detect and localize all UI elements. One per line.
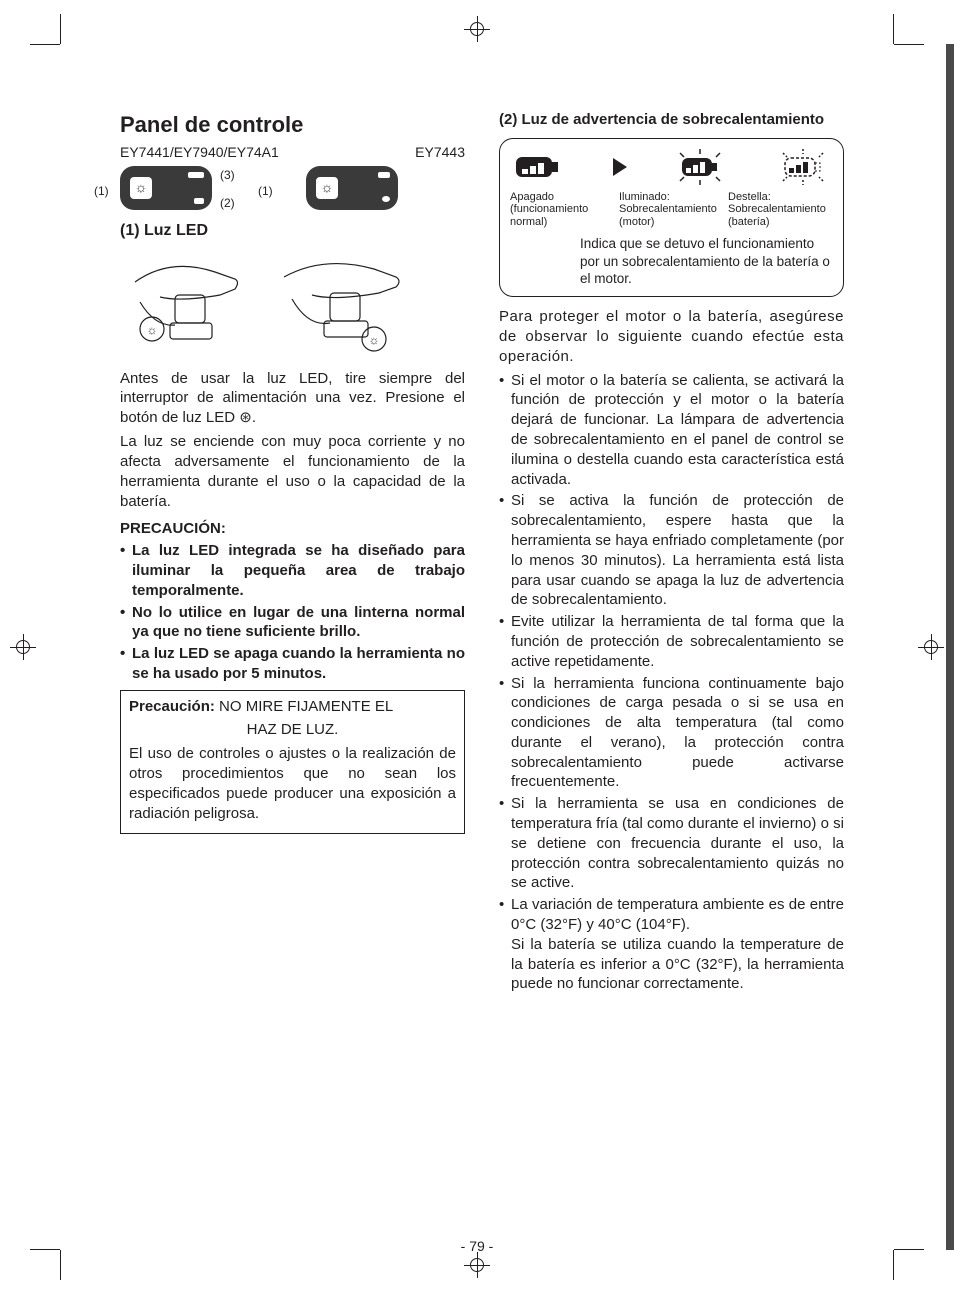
section-title: Panel de controle [120, 110, 465, 139]
right-intro: Para proteger el motor o la batería, ase… [499, 307, 844, 366]
callout-2: (2) [220, 196, 235, 212]
model-left: EY7441/EY7940/EY74A1 [120, 143, 279, 161]
drill-illustration-b: ☼ [274, 247, 414, 357]
control-panel-b: ☼ [306, 166, 398, 210]
right-li-6: La variación de temperatura ambiente es … [499, 895, 844, 994]
svg-text:☼: ☼ [147, 323, 158, 337]
right-li-3: Evite utilizar la herramienta de tal for… [499, 612, 844, 671]
oh-state-flash: Destella:Sobrecalentamiento (batería) [728, 191, 833, 229]
svg-text:☼: ☼ [369, 333, 380, 347]
subsection-led: (1) Luz LED [120, 220, 465, 241]
drill-illustration-a: ☼ [120, 247, 260, 357]
page-number: - 79 - [461, 1238, 494, 1254]
caution-heading: PRECAUCIÓN: [120, 519, 465, 539]
caution-item-2: No lo utilice en lugar de una linterna n… [120, 603, 465, 643]
right-li-1: Si el motor o la batería se calienta, se… [499, 371, 844, 490]
led-para-1: Antes de usar la luz LED, tire siempre d… [120, 369, 465, 429]
warning-box: Precaución: NO MIRE FIJAMENTE EL HAZ DE … [120, 690, 465, 835]
batt-flash-icon [773, 149, 833, 185]
control-panel-a: ☼ [120, 166, 212, 210]
oh-state-off: Apagado(funcionamiento normal) [510, 191, 615, 229]
caution-item-1: La luz LED integrada se ha diseñado para… [120, 541, 465, 600]
callout-3: (3) [220, 168, 235, 184]
batt-lit-icon [670, 149, 730, 185]
callout-1b: (1) [258, 184, 273, 200]
right-li-5: Si la herramienta se usa en condiciones … [499, 794, 844, 893]
callout-1: (1) [94, 184, 109, 200]
right-li-2: Si se activa la función de protección de… [499, 491, 844, 610]
overheat-box: Apagado(funcionamiento normal) Iluminado… [499, 138, 844, 297]
led-para-2: La luz se enciende con muy poca corrient… [120, 432, 465, 511]
arrow-icon [613, 158, 627, 176]
model-right: EY7443 [415, 143, 465, 161]
overheat-message: Indica que se detuvo el funcionamiento p… [510, 235, 833, 288]
batt-off-icon [510, 149, 570, 185]
caution-item-3: La luz LED se apaga cuando la herramient… [120, 644, 465, 684]
oh-state-lit: Iluminado:Sobrecalentamiento (motor) [619, 191, 724, 229]
overheat-title: (2) Luz de advertencia de sobrecalentami… [499, 110, 844, 130]
right-li-4: Si la herramienta funciona continuamente… [499, 674, 844, 793]
